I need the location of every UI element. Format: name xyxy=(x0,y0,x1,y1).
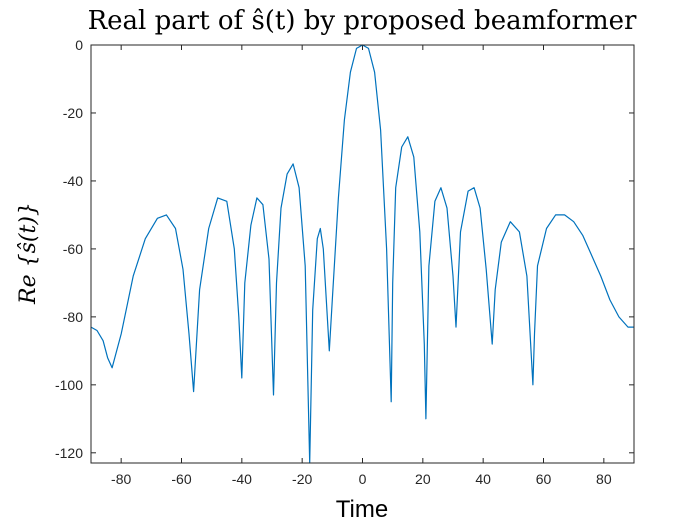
x-tick-label: 0 xyxy=(359,471,367,487)
axis-ticks: -80 -60 -40 -20 0 20 40 60 80 0 -20 -40 -60 -80 -100 -1… xyxy=(55,37,634,487)
x-tick-label: -40 xyxy=(232,471,252,487)
series-line xyxy=(90,44,634,464)
x-tick-label: -80 xyxy=(111,471,131,487)
y-tick-label: -40 xyxy=(63,173,83,189)
x-tick-label: 20 xyxy=(415,471,431,487)
x-tick-label: 80 xyxy=(596,471,612,487)
y-tick-label: -80 xyxy=(63,309,83,325)
x-axis-label: Time xyxy=(336,496,388,523)
y-tick-label: 0 xyxy=(75,37,83,53)
y-tick-label: -60 xyxy=(63,241,83,257)
y-axis-label: Re {ŝ(t)} xyxy=(16,202,41,305)
x-tick-label: -60 xyxy=(171,471,191,487)
y-tick-label: -120 xyxy=(55,445,83,461)
x-tick-label: 60 xyxy=(536,471,552,487)
x-tick-label: -20 xyxy=(292,471,312,487)
chart-title: Real part of ŝ(t) by proposed beamformer xyxy=(88,6,637,36)
plot-frame xyxy=(90,44,635,464)
y-tick-label: -100 xyxy=(55,377,83,393)
x-tick-label: 40 xyxy=(475,471,491,487)
y-tick-label: -20 xyxy=(63,105,83,121)
